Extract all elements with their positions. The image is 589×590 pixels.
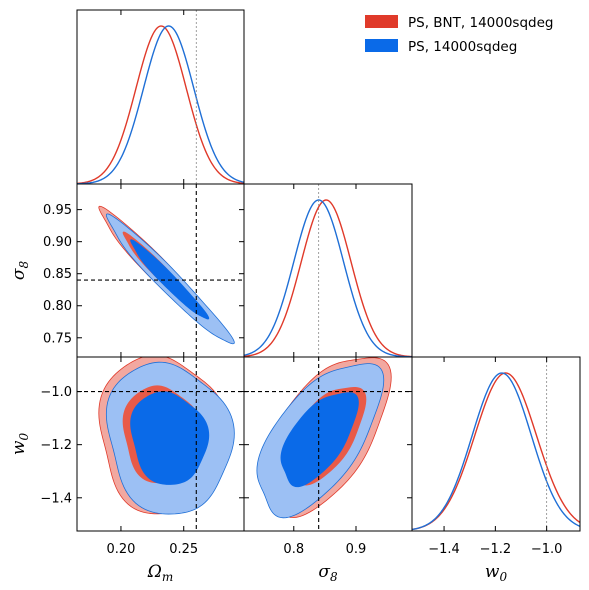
y-axis-label-s8: σ8 xyxy=(9,261,31,281)
y-axis-label-sub-w0: 0 xyxy=(17,433,31,441)
y-tick-label-s8: 0.95 xyxy=(43,203,72,218)
2d-panel-om-s8 xyxy=(76,183,245,358)
panel-frame-om xyxy=(76,9,245,185)
x-tick-label-s8: 0.9 xyxy=(346,542,367,557)
marginal-panel-s8 xyxy=(243,183,413,358)
legend: PS, BNT, 14000sqdeg PS, 14000sqdeg xyxy=(365,15,553,55)
y-tick-label-w0: −1.2 xyxy=(40,438,72,453)
x-tick-label-w0: −1.0 xyxy=(531,542,563,557)
2d-panel-s8-w0 xyxy=(243,356,413,532)
y-tick-label-w0: −1.4 xyxy=(40,491,72,506)
marginal-curve-w0-series-0 xyxy=(411,372,581,531)
contours-s8-w0 xyxy=(256,357,392,519)
x-tick-label-s8: 0.8 xyxy=(283,542,304,557)
y-axis-label-symbol-w0: w xyxy=(9,440,29,455)
x-tick-label-w0: −1.2 xyxy=(480,542,512,557)
x-axis-label-symbol-w0: w xyxy=(485,562,500,582)
contours-om-w0 xyxy=(98,357,235,515)
marginal-curve-om-series-0 xyxy=(76,25,245,185)
x-axis-label-sub-om: m xyxy=(162,570,173,584)
legend-swatch-ps xyxy=(365,39,398,52)
marginal-panel-om xyxy=(76,9,245,185)
contour-68-series-1-om-w0 xyxy=(130,391,210,485)
y-axis-label-sub-s8: 8 xyxy=(17,261,31,269)
x-axis-label-symbol-om: Ω xyxy=(147,562,162,582)
panel-frame-s8-w0 xyxy=(243,356,413,532)
y-axis-label-symbol-s8: σ xyxy=(9,268,29,280)
y-tick-label-s8: 0.90 xyxy=(43,235,72,250)
x-axis-label-om: Ωm xyxy=(147,562,174,584)
x-axis-label-symbol-s8: σ xyxy=(318,562,330,582)
y-tick-label-s8: 0.85 xyxy=(43,267,72,282)
contour-68-series-1-om-s8 xyxy=(130,239,210,320)
ticks: 0.20 0.25 0.8 0.9 −1.4 −1.2 −1.0 0.75 0.80 0.85 0.… xyxy=(40,10,562,557)
x-axis-label-sub-w0: 0 xyxy=(499,570,507,584)
legend-label-ps: PS, 14000sqdeg xyxy=(408,39,517,55)
x-axis-label-s8: σ8 xyxy=(318,562,338,584)
x-axis-label-w0: w0 xyxy=(485,562,508,584)
panels-layer: 0.20 0.25 0.8 0.9 −1.4 −1.2 −1.0 0.75 0.80 0.85 0.… xyxy=(9,9,581,584)
y-axis-label-w0: w0 xyxy=(9,433,31,456)
x-tick-label-w0: −1.4 xyxy=(428,542,460,557)
y-tick-label-s8: 0.80 xyxy=(43,299,72,314)
2d-panel-om-w0 xyxy=(76,356,245,532)
marginal-curve-s8-series-0 xyxy=(243,199,413,358)
x-tick-label-om: 0.20 xyxy=(106,542,135,557)
y-tick-label-w0: −1.0 xyxy=(40,385,72,400)
x-axis-label-sub-s8: 8 xyxy=(330,570,338,584)
y-tick-label-s8: 0.75 xyxy=(43,331,72,346)
marginal-panel-w0 xyxy=(411,356,581,532)
marginal-curve-w0-series-1 xyxy=(411,372,581,531)
marginal-curve-om-series-1 xyxy=(76,25,245,185)
legend-label-bnt: PS, BNT, 14000sqdeg xyxy=(408,15,553,31)
contour-68-series-1-s8-w0 xyxy=(280,392,359,488)
marginal-curve-s8-series-1 xyxy=(243,199,413,358)
legend-swatch-bnt xyxy=(365,15,398,28)
x-tick-label-om: 0.25 xyxy=(169,542,198,557)
contours-om-s8 xyxy=(98,205,235,345)
panel-frame-w0 xyxy=(411,356,581,532)
